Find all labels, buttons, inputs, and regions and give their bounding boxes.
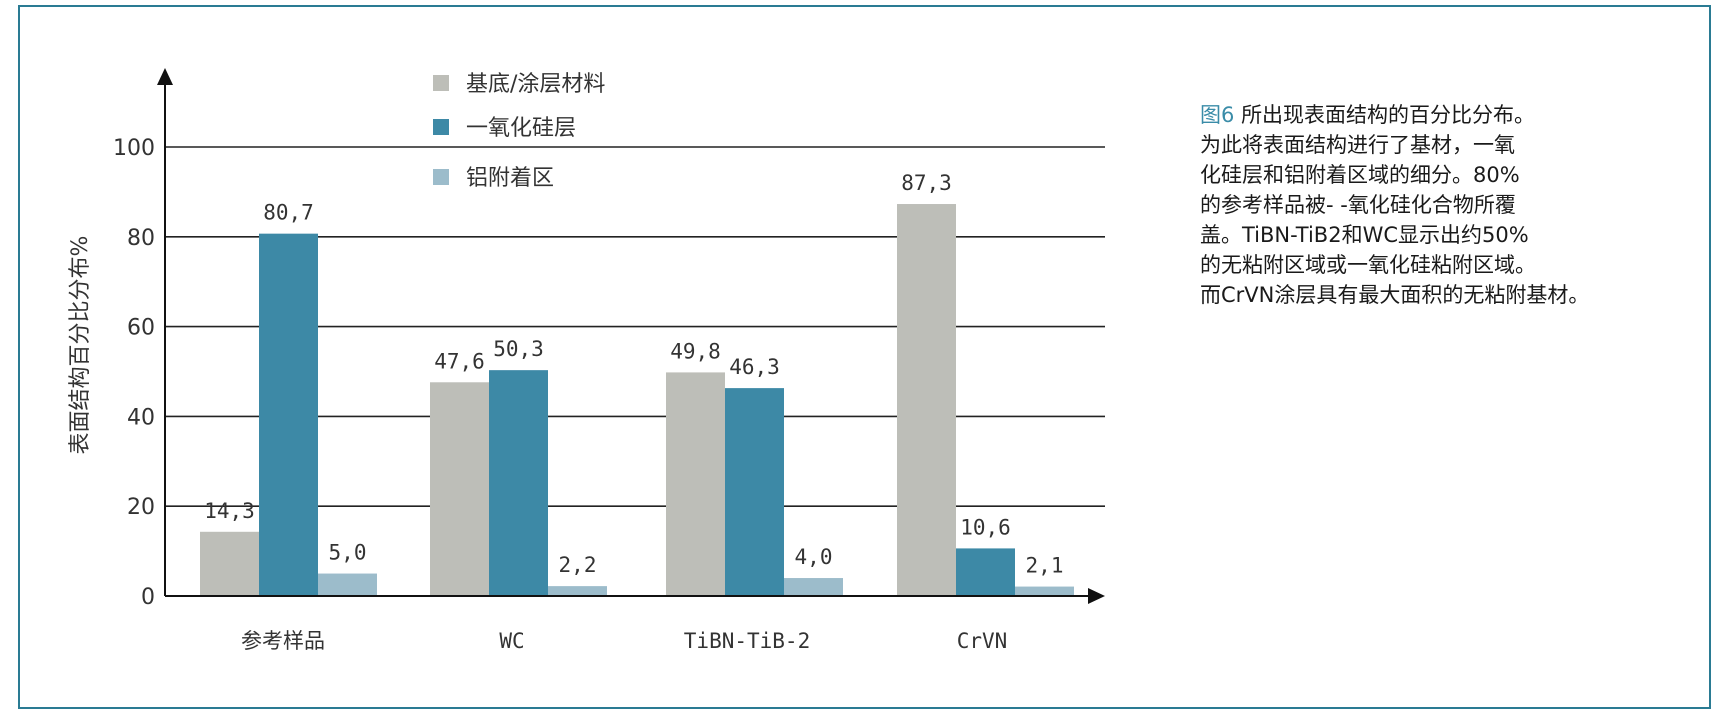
bar-chart: 0 20 40 60 80 100 14,3 47,6 49,8 87,3 80,7 50,3 46,3… xyxy=(68,68,1105,653)
caption-line-1: 为此将表面结构进行了基材，一氧 xyxy=(1200,133,1515,157)
y-axis-label: 表面结构百分比分布% xyxy=(68,236,93,455)
bar-0-3 xyxy=(897,204,956,596)
bar-1-3 xyxy=(956,548,1015,596)
y-tick-label-0: 0 xyxy=(141,585,155,610)
data-label-0-3: 87,3 xyxy=(901,171,952,195)
data-label-2-1: 2,2 xyxy=(559,553,597,577)
bar-2-0 xyxy=(318,573,377,596)
data-label-1-1: 50,3 xyxy=(493,337,544,361)
y-tick-label-40: 40 xyxy=(127,405,155,430)
caption-line-2: 化硅层和铝附着区域的细分。80% xyxy=(1200,163,1520,187)
figure-frame xyxy=(18,5,1711,709)
figure-caption: 图6 所出现表面结构的百分比分布。 为此将表面结构进行了基材，一氧 化硅层和铝附… xyxy=(1200,100,1700,310)
data-label-0-2: 49,8 xyxy=(670,339,721,363)
bar-1-2 xyxy=(725,388,784,596)
y-tick-label-60: 60 xyxy=(127,316,155,341)
data-label-1-0: 80,7 xyxy=(263,201,314,225)
legend-label-1: 一氧化硅层 xyxy=(466,116,576,141)
caption-line-3: 的参考样品被- -氧化硅化合物所覆 xyxy=(1200,193,1516,217)
caption-text-0: 所出现表面结构的百分比分布。 xyxy=(1241,103,1536,127)
legend-swatch-2 xyxy=(433,169,449,185)
data-label-0-1: 47,6 xyxy=(434,349,485,373)
legend-label-0: 基底/涂层材料 xyxy=(466,72,605,97)
bar-0-2 xyxy=(666,372,725,596)
bar-2-3 xyxy=(1015,586,1074,596)
x-axis-arrow xyxy=(1088,588,1105,604)
bar-2-2 xyxy=(784,578,843,596)
y-axis-arrow xyxy=(157,68,173,85)
bar-0-0 xyxy=(200,531,259,596)
caption-line-0: 图6 所出现表面结构的百分比分布。 xyxy=(1200,100,1700,130)
caption-line-6: 而CrVN涂层具有最大面积的无粘附基材。 xyxy=(1200,283,1590,307)
caption-line-5: 的无粘附区域或一氧化硅粘附区域。 xyxy=(1200,253,1536,277)
labels: 0 20 40 60 80 100 14,3 47,6 49,8 87,3 80,7 50,3 46,3… xyxy=(113,136,1063,653)
x-tick-label-1: WC xyxy=(499,629,524,653)
bar-1-1 xyxy=(489,370,548,596)
legend-swatch-0 xyxy=(433,75,449,91)
bar-2-1 xyxy=(548,586,607,596)
data-label-2-2: 4,0 xyxy=(795,545,833,569)
data-label-1-2: 46,3 xyxy=(729,355,780,379)
y-tick-label-80: 80 xyxy=(127,226,155,251)
x-tick-label-2: TiBN-TiB-2 xyxy=(684,629,810,653)
data-label-2-3: 2,1 xyxy=(1026,554,1064,578)
bar-0-1 xyxy=(430,382,489,596)
x-tick-label-3: CrVN xyxy=(957,629,1008,653)
data-label-1-3: 10,6 xyxy=(960,515,1011,539)
y-tick-label-100: 100 xyxy=(113,136,155,161)
x-tick-label-0: 参考样品 xyxy=(241,629,325,653)
legend-swatch-1 xyxy=(433,119,449,135)
data-label-2-0: 5,0 xyxy=(329,541,367,565)
axes xyxy=(157,68,1105,604)
bar-1-0 xyxy=(259,233,318,597)
y-tick-label-20: 20 xyxy=(127,495,155,520)
bars xyxy=(200,204,1074,597)
legend-label-2: 铝附着区 xyxy=(466,166,554,191)
caption-line-4: 盖。TiBN-TiB2和WC显示出约50% xyxy=(1200,223,1529,247)
data-label-0-0: 14,3 xyxy=(204,499,255,523)
figure-label: 图6 xyxy=(1200,103,1235,127)
